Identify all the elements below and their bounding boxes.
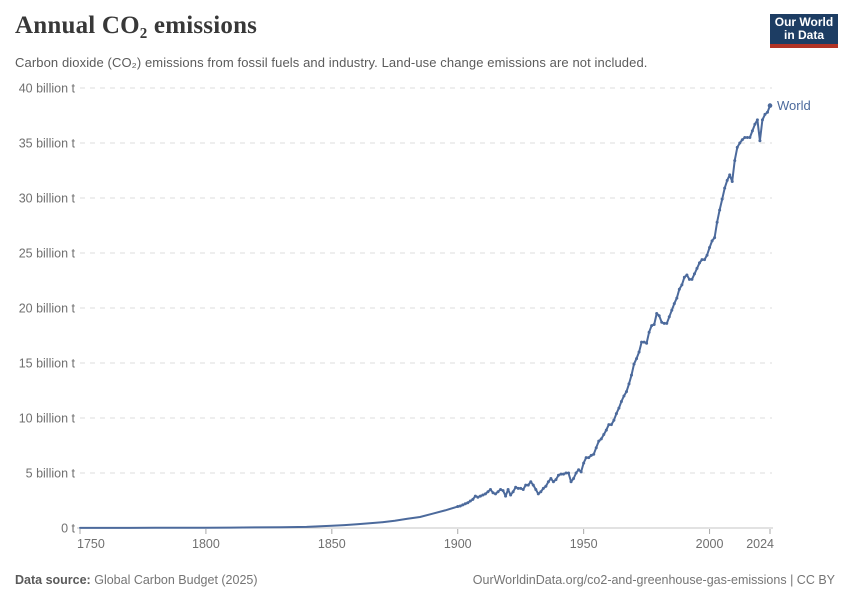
chart-header: Annual CO₂ emissions Our World in Data [0,0,850,48]
world-series-line[interactable] [79,104,771,529]
footer-credits: OurWorldinData.org/co2-and-greenhouse-ga… [473,573,835,587]
world-entity-label[interactable]: World [777,98,811,113]
owid-logo-line1: Our World [774,15,834,29]
owid-logo-line2: in Data [783,28,824,42]
svg-text:20 billion t: 20 billion t [19,302,76,316]
data-source-value: Global Carbon Budget (2025) [94,573,258,587]
svg-text:35 billion t: 35 billion t [19,137,76,151]
chart-subtitle: Carbon dioxide (CO₂) emissions from foss… [15,55,648,70]
svg-text:40 billion t: 40 billion t [19,82,76,96]
data-source-label: Data source: [15,573,91,587]
emissions-line-chart[interactable]: 0 t 5 billion t 10 billion t 15 billion t 20… [0,72,850,562]
svg-text:1900: 1900 [444,537,472,551]
svg-text:1800: 1800 [192,537,220,551]
chart-footer: Data source: Global Carbon Budget (2025)… [0,573,850,600]
footer-divider: | [790,573,797,587]
svg-text:15 billion t: 15 billion t [19,357,76,371]
page-title: Annual CO₂ emissions [15,12,258,39]
svg-text:25 billion t: 25 billion t [19,247,76,261]
svg-text:5 billion t: 5 billion t [26,467,76,481]
svg-text:0 t: 0 t [61,522,75,536]
svg-text:1950: 1950 [570,537,598,551]
owid-logo[interactable]: Our World in Data [770,14,838,48]
svg-text:2024: 2024 [746,537,774,551]
svg-text:2000: 2000 [696,537,724,551]
line-chart-svg[interactable]: 0 t 5 billion t 10 billion t 15 billion t 20… [0,72,850,562]
svg-text:1850: 1850 [318,537,346,551]
svg-text:1750: 1750 [77,537,105,551]
footer-url-link[interactable]: OurWorldinData.org/co2-and-greenhouse-ga… [472,573,787,587]
svg-text:30 billion t: 30 billion t [19,192,76,206]
data-source: Data source: Global Carbon Budget (2025) [15,573,258,587]
svg-text:10 billion t: 10 billion t [19,412,76,426]
footer-license-link[interactable]: CC BY [796,573,835,587]
